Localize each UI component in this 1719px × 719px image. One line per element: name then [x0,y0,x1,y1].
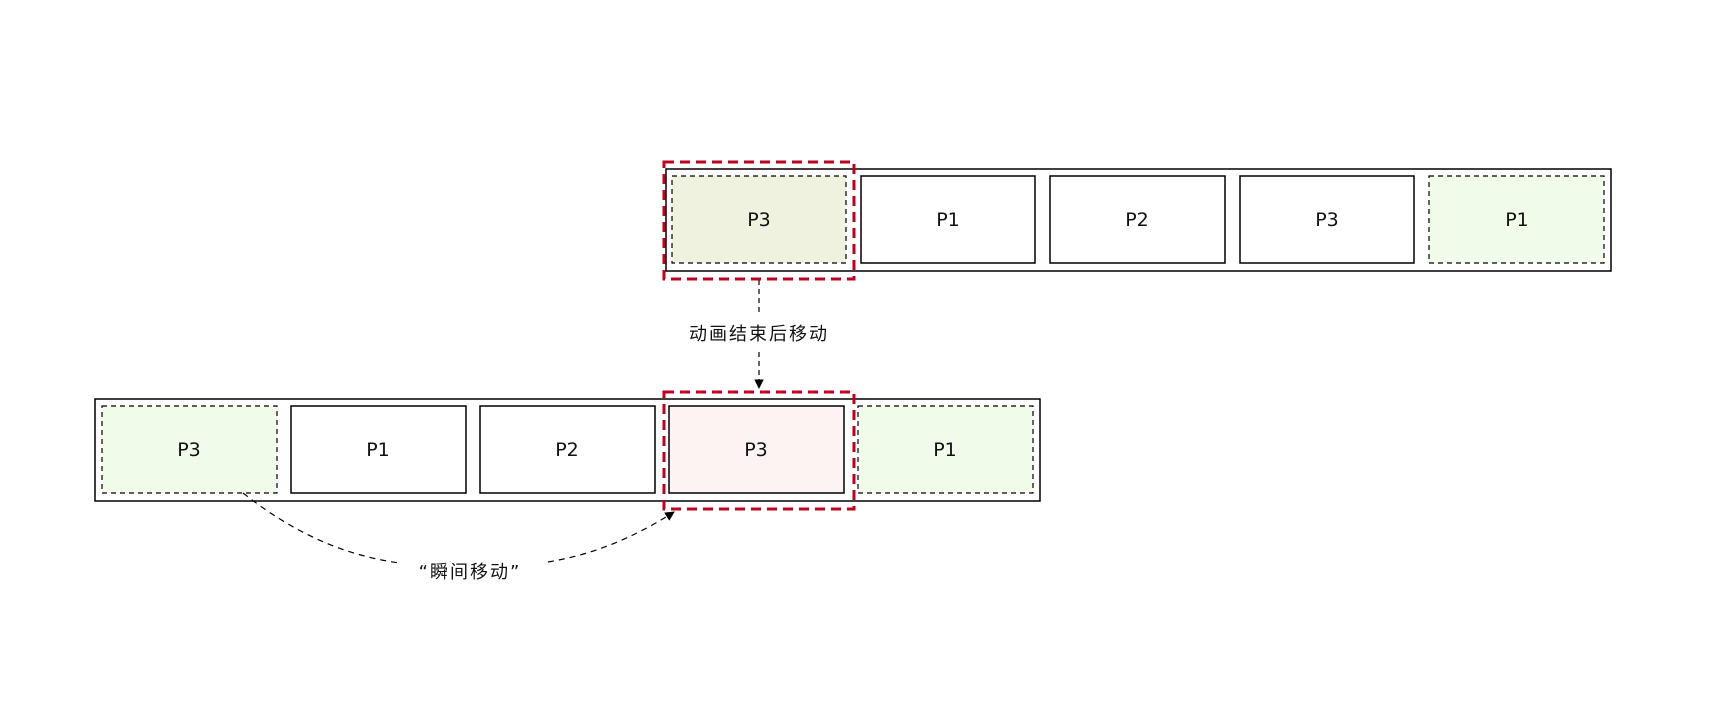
top-track: P3 P1 P2 P3 P1 [662,160,1612,281]
top-slide-box [1049,175,1226,264]
bottom-slide-label: P1 [366,439,390,461]
top-slide-box [1428,175,1605,264]
top-slide-box [860,175,1036,264]
bottom-slide-box [101,405,278,494]
bottom-slide: P3 [101,405,278,494]
top-slide: P1 [1428,175,1605,264]
top-slide-box [1239,175,1415,264]
top-slide: P2 [1049,175,1226,264]
vertical-connector: 动画结束后移动 [689,280,829,389]
vertical-note: 动画结束后移动 [689,324,829,345]
top-slide-label: P1 [936,209,960,231]
bottom-slide: P1 [857,405,1034,494]
teleport-connector: “瞬间移动” [242,492,675,583]
bottom-track: P3 P1 P2 P3 P1 [94,390,1041,511]
curve-note: “瞬间移动” [419,562,522,583]
top-slide-label: P2 [1125,209,1149,231]
teleport-curve-left [242,492,401,564]
bottom-slide-box [857,405,1034,494]
top-slide: P1 [860,175,1036,264]
bottom-slide-label: P3 [744,439,768,461]
bottom-highlight-frame [662,390,856,511]
bottom-slide-box [290,405,467,494]
top-slide-label: P3 [747,209,771,231]
bottom-slide-label: P2 [555,439,579,461]
top-slide: P3 [1239,175,1415,264]
top-slide-label: P1 [1505,209,1529,231]
top-slide: P3 [671,175,847,264]
bottom-track-container [94,398,1041,502]
top-slide-label: P3 [1315,209,1339,231]
bottom-slide: P1 [290,405,467,494]
bottom-slide-box [479,405,656,494]
bottom-slide-box [668,405,845,494]
bottom-slide-label: P3 [177,439,201,461]
top-track-container [665,168,1612,272]
top-slide-box [671,175,847,264]
teleport-curve-right [547,511,675,563]
bottom-slide: P3 [668,405,845,494]
bottom-slide-label: P1 [933,439,957,461]
bottom-slide: P2 [479,405,656,494]
top-highlight-frame [662,160,856,281]
